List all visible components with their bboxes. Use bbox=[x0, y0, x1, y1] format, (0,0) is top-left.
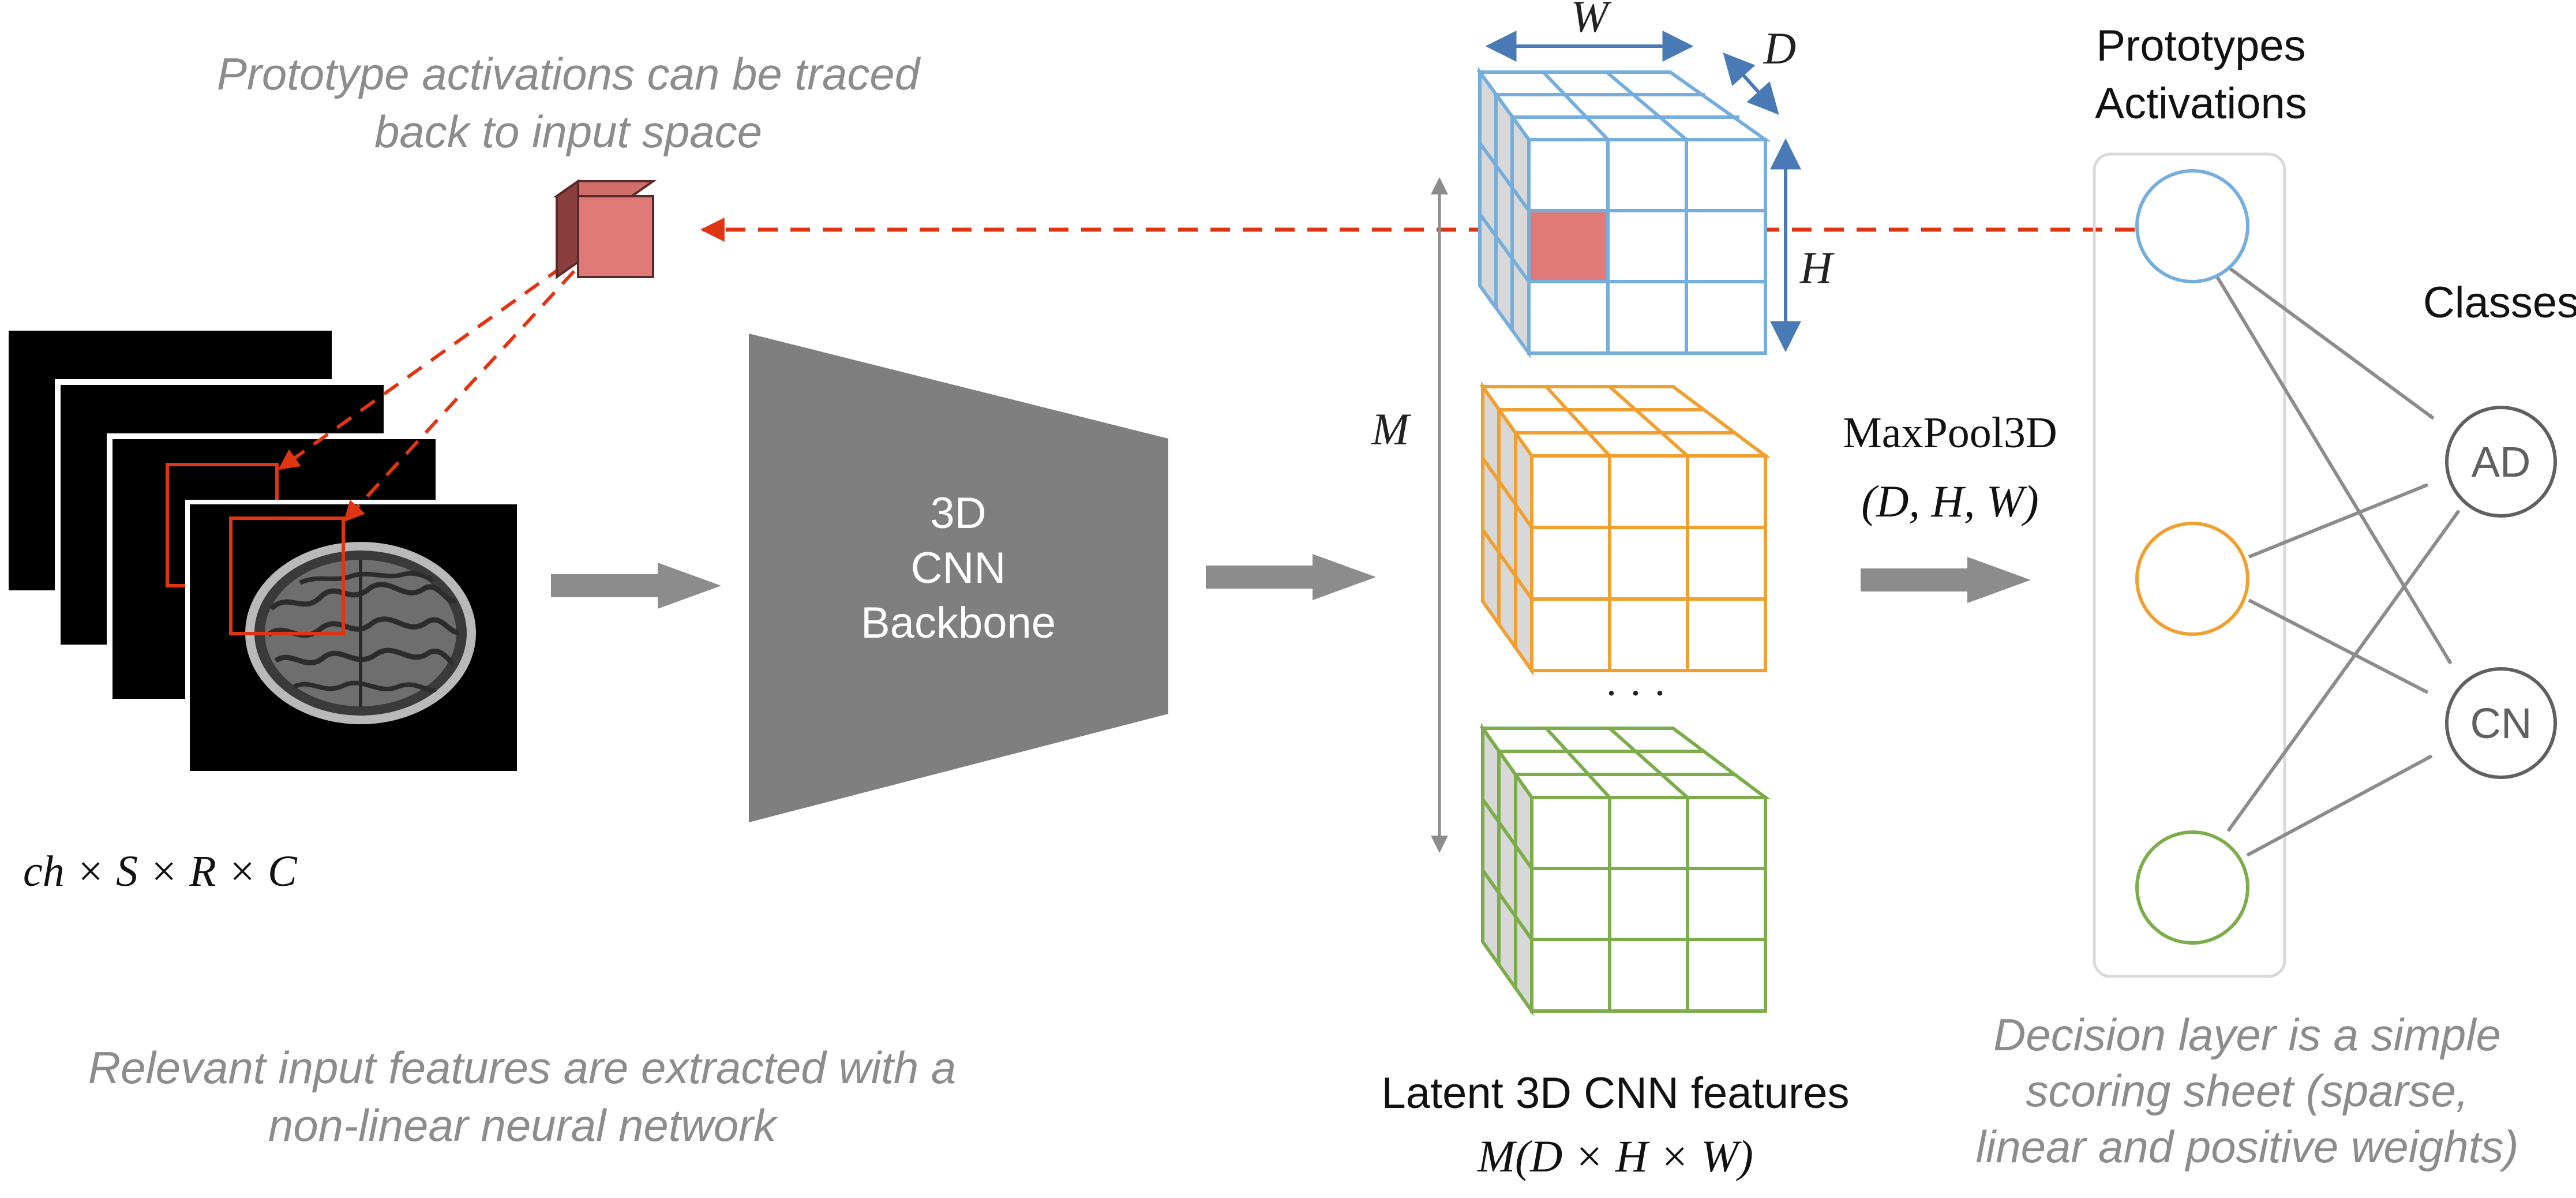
prototype-patch-cube bbox=[553, 179, 657, 279]
edge-green-to-ad bbox=[2226, 510, 2461, 832]
dim-w-label: W bbox=[1571, 0, 1612, 42]
cube-dimension-arrows bbox=[1485, 31, 1801, 353]
decision-caption-line-1: Decision layer is a simple bbox=[1993, 1009, 2501, 1060]
trace-back-lines bbox=[278, 218, 2135, 522]
prototype-layer-box bbox=[2093, 152, 2286, 978]
backbone-label-line-2: CNN bbox=[911, 544, 1006, 593]
cube-ellipsis: · · · bbox=[1604, 670, 1667, 716]
class-label-ad: AD bbox=[2472, 438, 2531, 486]
class-node-cn bbox=[2445, 667, 2557, 779]
feature-cube-green bbox=[1479, 722, 1771, 1017]
edge-blue-to-ad bbox=[2225, 264, 2435, 420]
maxpool-op-label: MaxPool3D bbox=[1843, 409, 2057, 457]
backbone-trapezoid bbox=[749, 334, 1168, 822]
latent-features-title: Latent 3D CNN features bbox=[1381, 1069, 1849, 1118]
prototypes-title-line-2: Activations bbox=[2095, 79, 2307, 128]
class-label-cn: CN bbox=[2470, 699, 2532, 747]
feature-cube-blue bbox=[1476, 66, 1771, 359]
trace-caption-line-2: back to input space bbox=[374, 106, 762, 157]
latent-features-formula: M(D × H × W) bbox=[1477, 1131, 1753, 1181]
decision-caption: Decision layer is a simple scoring sheet… bbox=[1976, 1009, 2519, 1172]
edge-orange-to-ad bbox=[2248, 483, 2429, 559]
flow-arrow-features-to-pooling bbox=[1861, 557, 2031, 603]
dim-h-label: H bbox=[1799, 242, 1835, 293]
extract-caption: Relevant input features are extracted wi… bbox=[88, 1042, 957, 1151]
prototype-node-orange bbox=[2135, 522, 2249, 636]
extract-caption-line-2: non-linear neural network bbox=[268, 1100, 778, 1151]
prototype-node-blue bbox=[2135, 169, 2249, 283]
prototype-node-green bbox=[2135, 830, 2249, 945]
input-slice-stack bbox=[3, 325, 522, 776]
trace-caption-line-1: Prototype activations can be traced bbox=[217, 48, 921, 99]
decision-caption-line-3: linear and positive weights) bbox=[1976, 1121, 2519, 1172]
brain-image bbox=[245, 542, 476, 724]
prototypes-title-line-1: Prototypes bbox=[2096, 21, 2305, 70]
backbone-label-line-3: Backbone bbox=[861, 598, 1056, 647]
flow-arrows bbox=[551, 554, 2031, 609]
decision-caption-line-2: scoring sheet (sparse, bbox=[2026, 1065, 2468, 1116]
classes-title: Classes bbox=[2423, 278, 2576, 327]
dim-m-label: M bbox=[1371, 404, 1412, 454]
edge-green-to-cn bbox=[2246, 754, 2433, 857]
trace-arrow-back-slice bbox=[278, 265, 564, 470]
trace-caption: Prototype activations can be traced back… bbox=[217, 48, 921, 157]
extract-caption-line-1: Relevant input features are extracted wi… bbox=[88, 1042, 957, 1093]
input-dims-label: ch × S × R × C bbox=[23, 847, 298, 896]
edge-blue-to-cn bbox=[2215, 275, 2453, 665]
cnn-backbone: 3D CNN Backbone bbox=[749, 334, 1168, 822]
latent-feature-cubes: · · · bbox=[1476, 66, 1771, 1017]
class-node-ad bbox=[2445, 406, 2557, 518]
edge-orange-to-cn bbox=[2248, 598, 2429, 694]
maxpool-args-label: (D, H, W) bbox=[1861, 476, 2039, 526]
feature-cube-orange bbox=[1479, 381, 1771, 676]
backbone-label-line-1: 3D bbox=[930, 489, 986, 538]
flow-arrow-backbone-to-features bbox=[1206, 554, 1376, 600]
decision-connections bbox=[2215, 264, 2461, 857]
highlighted-voxel bbox=[1527, 209, 1610, 283]
depth-arrow bbox=[1723, 52, 1779, 115]
dim-d-label: D bbox=[1763, 23, 1796, 73]
roi-box-front bbox=[229, 516, 345, 635]
flow-arrow-input-to-backbone bbox=[551, 563, 721, 609]
